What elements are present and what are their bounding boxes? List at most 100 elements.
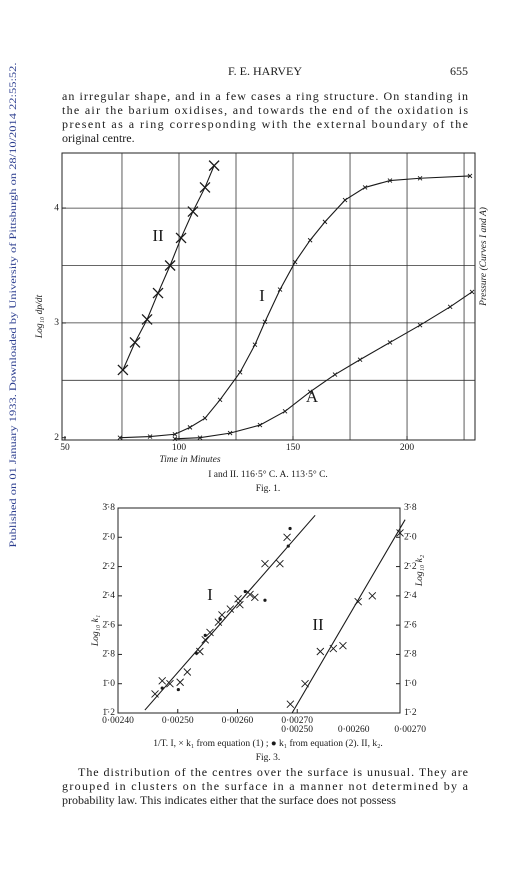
cross-marker	[237, 369, 243, 375]
plot-frame	[61, 152, 476, 441]
cross-marker	[276, 559, 284, 568]
cross-marker	[250, 593, 259, 602]
cross-marker	[283, 533, 291, 542]
cross-marker	[172, 436, 178, 442]
y2-tick-label: 2̄·8	[404, 650, 417, 660]
paragraph-line: present as a ring corresponding with the…	[62, 117, 468, 131]
y2-tick-label: 1̄·0	[404, 679, 417, 689]
y-tick-label: 2̄·4	[102, 591, 115, 601]
paragraph-line: The distribution of the centres over the…	[78, 765, 468, 779]
cross-marker	[262, 319, 268, 325]
y-tick-label: 2̄·6	[102, 620, 115, 630]
cross-marker	[166, 679, 174, 688]
cross-marker	[447, 304, 453, 310]
figure-caption: 1/T. I, × k₁ from equation (1) ; ● k₁ fr…	[153, 738, 383, 749]
cross-marker	[261, 559, 269, 568]
y-axis-label: Log₁₀ k₁	[91, 615, 101, 647]
cross-marker	[164, 260, 176, 271]
paragraph-line: the air the barium oxidises, and towards…	[62, 103, 468, 117]
x-tick-label: 150	[286, 443, 301, 453]
x-tick-label: 0·00260	[222, 716, 254, 726]
x2-tick-label: 0·00250	[281, 725, 313, 735]
curve-label: II	[312, 615, 324, 634]
x2-tick-label: 0·00270	[394, 725, 426, 735]
cross-marker	[206, 628, 214, 637]
plot-frame	[117, 507, 401, 714]
cross-marker	[292, 259, 298, 265]
curve-label: II	[152, 226, 164, 245]
x-axis-label: Time in Minutes	[159, 455, 221, 465]
curve	[291, 519, 406, 714]
cross-marker	[152, 287, 164, 299]
cross-marker	[252, 342, 258, 348]
cross-marker	[357, 357, 363, 362]
dot-marker	[243, 589, 247, 594]
curve-label: A	[306, 387, 319, 406]
cross-marker	[307, 237, 313, 243]
cross-marker	[199, 181, 211, 193]
cross-marker	[129, 336, 141, 348]
y2-tick-label: 2̄·2	[404, 562, 417, 572]
cross-marker	[322, 219, 328, 225]
cross-marker	[227, 430, 233, 436]
cross-marker	[387, 340, 393, 345]
figure-caption: I and II. 116·5° C. A. 113·5° C.	[208, 469, 328, 480]
paragraph-line: an irregular shape, and in a few cases a…	[62, 89, 468, 103]
y2-axis-label: Pressure (Curves I and A)	[478, 207, 489, 307]
cross-marker	[141, 314, 153, 325]
y2-tick-label: 2̄·0	[404, 532, 417, 542]
dot-marker	[218, 617, 222, 621]
cross-marker	[217, 397, 223, 403]
curve	[174, 291, 473, 440]
y-tick-label: 2̄·8	[102, 650, 115, 660]
cross-marker	[469, 289, 475, 295]
cross-marker	[339, 641, 347, 650]
cross-marker	[332, 372, 338, 377]
y-tick-label: 2̄·0	[102, 532, 115, 542]
cross-marker	[187, 425, 193, 430]
y-axis-label: Log₁₀ dp/dt	[35, 294, 45, 339]
y-tick-label: 3̄·8	[102, 503, 115, 513]
cross-marker	[208, 160, 220, 172]
cross-marker	[117, 435, 123, 441]
y2-tick-label: 3̄·8	[404, 503, 417, 513]
cross-marker	[218, 611, 226, 619]
cross-marker	[307, 389, 313, 395]
cross-marker	[197, 435, 203, 441]
figure-label: Fig. 3.	[256, 753, 281, 763]
x-tick-label: 200	[400, 443, 415, 453]
paragraph-line: probability law. This indicates either t…	[62, 793, 396, 807]
running-head: F. E. HARVEY	[228, 64, 302, 78]
curve	[144, 514, 316, 711]
cross-marker	[257, 422, 263, 428]
cross-marker	[175, 232, 187, 244]
curve-label: I	[207, 585, 213, 604]
cross-marker	[277, 287, 283, 292]
y-tick-label: 2	[54, 433, 59, 443]
cross-marker	[467, 173, 473, 179]
cross-marker	[282, 408, 288, 414]
cross-marker	[158, 676, 167, 685]
cross-marker	[147, 434, 153, 439]
cross-marker	[362, 185, 368, 190]
y-tick-label: 2̄·2	[102, 562, 115, 572]
x2-tick-label: 0·00260	[338, 725, 370, 735]
y2-tick-label: 2̄·4	[404, 591, 417, 601]
y2-tick-label: 1̄·2	[404, 708, 417, 718]
cross-marker	[316, 647, 325, 656]
dot-marker	[203, 633, 207, 637]
cross-marker	[368, 592, 377, 600]
cross-marker	[172, 431, 178, 437]
side-note: Published on 01 January 1933. Downloaded…	[8, 63, 19, 548]
cross-marker	[183, 668, 192, 676]
cross-marker	[236, 600, 244, 609]
cross-marker	[396, 529, 404, 537]
cross-marker	[226, 605, 235, 613]
curve	[119, 175, 471, 439]
page-number: 655	[450, 64, 468, 78]
y2-axis-label: Log₁₀ k₂	[415, 554, 425, 587]
y-tick-label: 1̄·0	[102, 679, 115, 689]
cross-marker	[417, 322, 423, 328]
cross-marker	[417, 175, 423, 181]
cross-marker	[202, 415, 208, 421]
